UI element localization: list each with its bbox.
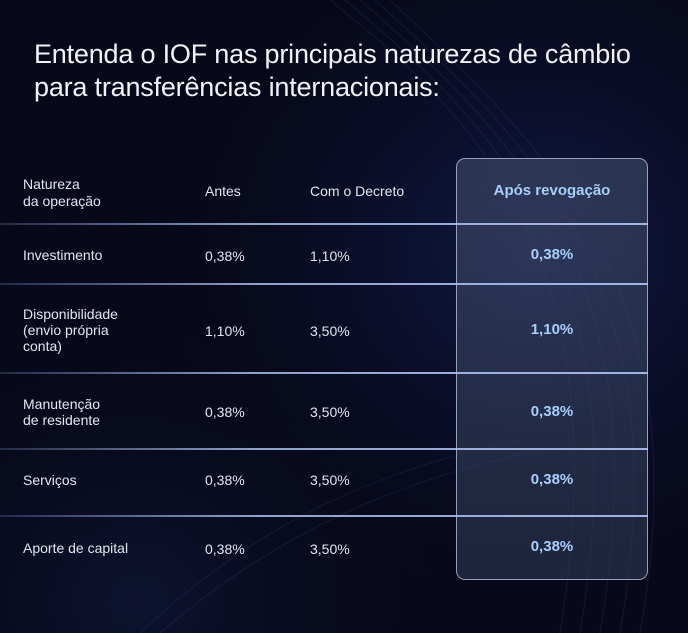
row-natureza-line: Serviços bbox=[23, 472, 77, 488]
header-decreto: Com o Decreto bbox=[310, 183, 405, 199]
highlight-column-panel bbox=[456, 158, 648, 580]
row-antes: 0,38% bbox=[205, 248, 245, 264]
row-natureza-line: de residente bbox=[23, 412, 101, 428]
row-decreto: 1,10% bbox=[310, 248, 350, 264]
row-natureza: Manutenção de residente bbox=[23, 396, 193, 428]
row-natureza-line: Investimento bbox=[23, 247, 103, 263]
row-natureza-line: conta) bbox=[23, 338, 62, 354]
row-apos: 0,38% bbox=[530, 403, 574, 420]
row-natureza-line: Disponibilidade bbox=[23, 306, 118, 322]
divider bbox=[0, 283, 648, 285]
header-natureza-line1: Natureza bbox=[23, 176, 80, 192]
row-antes: 0,38% bbox=[205, 472, 245, 488]
row-decreto: 3,50% bbox=[310, 404, 350, 420]
page-title: Entenda o IOF nas principais naturezas d… bbox=[34, 39, 631, 102]
row-natureza-line: (envio própria bbox=[23, 322, 109, 338]
row-apos: 0,38% bbox=[530, 471, 574, 488]
row-natureza-line: Aporte de capital bbox=[23, 540, 129, 556]
row-natureza: Aporte de capital bbox=[23, 540, 193, 556]
row-antes: 0,38% bbox=[205, 404, 245, 420]
divider bbox=[0, 515, 648, 517]
row-natureza-line: Manutenção bbox=[23, 396, 101, 412]
header-natureza-line2: da operação bbox=[23, 193, 101, 209]
row-decreto: 3,50% bbox=[310, 541, 350, 557]
row-apos: 1,10% bbox=[530, 321, 574, 338]
divider bbox=[0, 448, 648, 450]
header-antes: Antes bbox=[205, 183, 241, 199]
row-decreto: 3,50% bbox=[310, 472, 350, 488]
row-natureza: Disponibilidade (envio própria conta) bbox=[23, 306, 193, 354]
row-decreto: 3,50% bbox=[310, 323, 350, 339]
row-natureza: Investimento bbox=[23, 247, 193, 263]
divider bbox=[0, 372, 648, 374]
divider bbox=[0, 223, 648, 225]
header-natureza: Natureza da operação bbox=[23, 176, 193, 210]
row-apos: 0,38% bbox=[530, 246, 574, 263]
row-natureza: Serviços bbox=[23, 472, 193, 488]
row-antes: 1,10% bbox=[205, 323, 245, 339]
header-apos: Após revogação bbox=[493, 182, 611, 199]
row-apos: 0,38% bbox=[530, 538, 574, 555]
row-antes: 0,38% bbox=[205, 541, 245, 557]
